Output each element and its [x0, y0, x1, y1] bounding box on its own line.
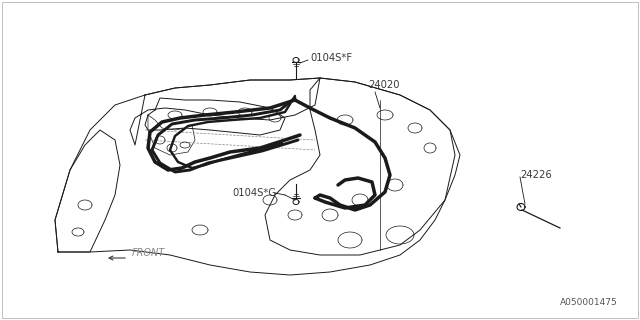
Text: 24226: 24226 [520, 170, 552, 180]
Text: 24020: 24020 [368, 80, 399, 90]
Text: A050001475: A050001475 [560, 298, 618, 307]
Text: FRONT: FRONT [132, 248, 165, 258]
Text: 0104S*G: 0104S*G [232, 188, 276, 198]
Text: 0104S*F: 0104S*F [310, 53, 352, 63]
